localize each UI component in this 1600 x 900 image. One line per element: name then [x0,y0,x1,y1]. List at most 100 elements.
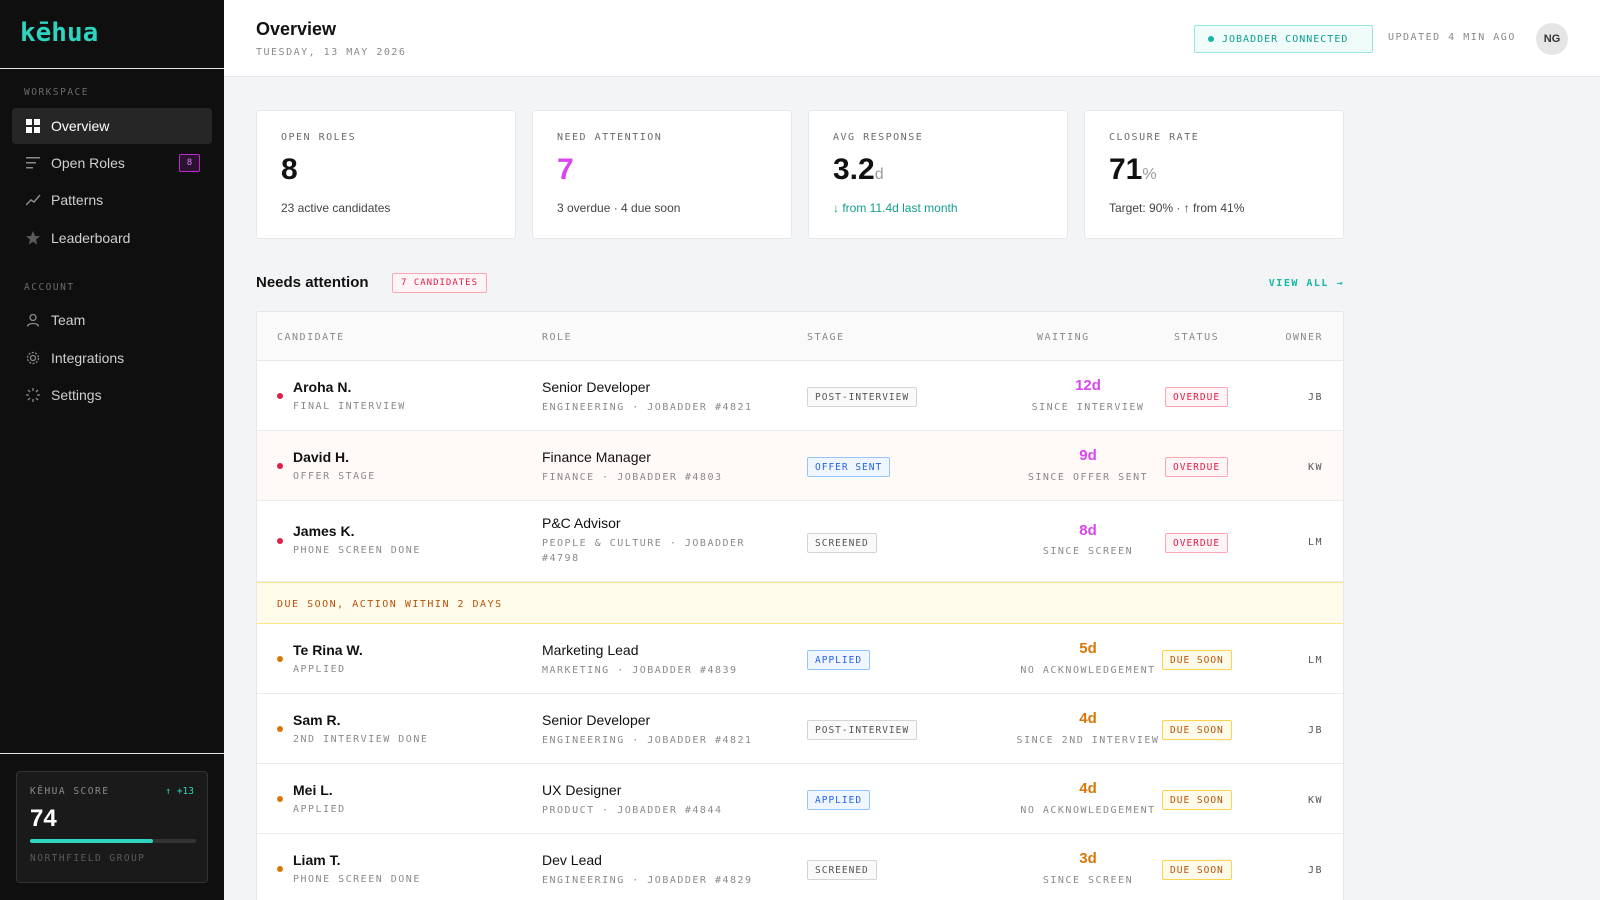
avatar[interactable]: NG [1536,23,1568,55]
owner-initials: KW [1307,795,1323,806]
stat-value: 3.2d [833,153,884,186]
table-row[interactable]: Liam T. PHONE SCREEN DONE Dev Lead ENGIN… [257,834,1343,900]
table-row[interactable]: David H. OFFER STAGE Finance Manager FIN… [257,431,1343,501]
score-progress-fill [30,839,153,843]
sidebar-item-label: Overview [51,118,110,134]
stat-subtext: 23 active candidates [281,201,391,215]
page-title: Overview [256,19,337,39]
sidebar-item-open-roles[interactable]: Open Roles 8 [12,145,212,181]
user-icon [25,312,41,328]
sidebar-item-settings[interactable]: Settings [12,377,212,413]
stat-subtext: Target: 90% · ↑ from 41% [1109,201,1245,215]
column-header-status[interactable]: STATUS [1174,332,1220,343]
sidebar: kēhua WORKSPACE Overview Open Roles 8 Pa… [0,0,224,900]
sidebar-item-leaderboard[interactable]: Leaderboard [12,220,212,256]
column-header-waiting[interactable]: WAITING [1037,332,1090,343]
account-section-label: ACCOUNT [24,282,75,293]
role-name: P&C Advisor [542,515,621,531]
view-all-link[interactable]: VIEW ALL → [1268,278,1344,289]
stage-badge: SCREENED [807,860,877,880]
status-badge: OVERDUE [1165,533,1229,553]
sidebar-item-integrations[interactable]: Integrations [12,340,212,376]
due-soon-dot [277,866,283,872]
status-badge: OVERDUE [1165,457,1229,477]
score-delta: ↑ +13 [165,786,194,797]
sidebar-item-label: Leaderboard [51,230,131,246]
column-header-role[interactable]: ROLE [542,332,573,343]
candidate-stage-note: 2ND INTERVIEW DONE [293,734,429,745]
stat-card-closure-rate[interactable]: CLOSURE RATE 71% Target: 90% · ↑ from 41… [1084,110,1344,239]
due-soon-divider-label: DUE SOON, ACTION WITHIN 2 DAYS [277,599,503,610]
logo[interactable]: kēhua [0,0,224,69]
candidate-name: David H. [293,449,350,465]
stat-card-open-roles[interactable]: OPEN ROLES 8 23 active candidates [256,110,516,239]
role-meta: PRODUCT · JOBADDER #4844 [542,805,723,816]
candidate-stage-note: PHONE SCREEN DONE [293,874,421,885]
owner-initials: JB [1307,865,1323,876]
column-header-candidate[interactable]: CANDIDATE [277,332,345,343]
stat-label: AVG RESPONSE [833,132,924,143]
sidebar-item-label: Settings [51,387,102,403]
role-meta: ENGINEERING · JOBADDER #4821 [542,735,753,746]
waiting-reason: SINCE OFFER SENT [1027,472,1149,483]
trend-icon [25,192,41,208]
stat-value: 8 [281,153,298,186]
waiting-reason: NO ACKNOWLEDGEMENT [1020,805,1156,816]
needs-attention-title: Needs attention [256,274,369,291]
candidate-count-badge: 7 CANDIDATES [392,273,488,293]
score-progress-bar [30,839,196,843]
stat-label: NEED ATTENTION [557,132,663,143]
candidate-name: Sam R. [293,712,341,728]
table-row[interactable]: Mei L. APPLIED UX Designer PRODUCT · JOB… [257,764,1343,834]
sidebar-item-label: Team [51,312,86,328]
due-soon-dot [277,796,283,802]
waiting-days: 9d [1079,447,1097,464]
owner-initials: KW [1307,462,1323,473]
status-badge: DUE SOON [1162,790,1232,810]
overdue-dot [277,463,283,469]
kehua-score-card[interactable]: KĒHUA SCORE ↑ +13 74 NORTHFIELD GROUP [16,771,208,883]
waiting-days: 12d [1075,377,1101,394]
candidate-stage-note: APPLIED [293,804,346,815]
last-updated: UPDATED 4 MIN AGO [1388,32,1516,43]
gear-icon [25,350,41,366]
sidebar-item-overview[interactable]: Overview [12,108,212,144]
stat-card-avg-response[interactable]: AVG RESPONSE 3.2d ↓ from 11.4d last mont… [808,110,1068,239]
star-icon [25,230,41,246]
sidebar-item-team[interactable]: Team [12,302,212,338]
role-name: Finance Manager [542,449,651,465]
due-soon-divider: DUE SOON, ACTION WITHIN 2 DAYS [257,582,1343,624]
candidate-name: Aroha N. [293,379,352,395]
role-name: Senior Developer [542,379,651,395]
waiting-reason: SINCE SCREEN [1042,875,1134,886]
owner-initials: JB [1307,725,1323,736]
status-badge: DUE SOON [1162,860,1232,880]
table-row[interactable]: James K. PHONE SCREEN DONE P&C Advisor P… [257,501,1343,582]
stage-badge: POST-INTERVIEW [807,720,918,740]
sidebar-item-patterns[interactable]: Patterns [12,182,212,218]
list-icon [25,155,41,171]
stat-value: 71% [1109,153,1157,186]
stat-card-need-attention[interactable]: NEED ATTENTION 7 3 overdue · 4 due soon [532,110,792,239]
candidate-name: Liam T. [293,852,341,868]
table-row[interactable]: Te Rina W. APPLIED Marketing Lead MARKET… [257,624,1343,694]
stat-subtext: ↓ from 11.4d last month [833,201,958,215]
stage-badge: OFFER SENT [807,457,891,477]
role-name: UX Designer [542,782,622,798]
table-row[interactable]: Sam R. 2ND INTERVIEW DONE Senior Develop… [257,694,1343,764]
column-header-stage[interactable]: STAGE [807,332,845,343]
organisation-name: NORTHFIELD GROUP [30,853,146,864]
role-meta: ENGINEERING · JOBADDER #4821 [542,402,753,413]
jobadder-connection-badge[interactable]: JOBADDER CONNECTED [1194,25,1373,53]
stage-badge: APPLIED [807,790,871,810]
overdue-dot [277,393,283,399]
column-header-owner[interactable]: OWNER [1285,332,1323,343]
stat-subtext: 3 overdue · 4 due soon [557,201,681,215]
open-roles-count-badge: 8 [179,154,200,172]
attention-table: CANDIDATE ROLE STAGE WAITING STATUS OWNE… [256,311,1344,900]
table-row[interactable]: Aroha N. FINAL INTERVIEW Senior Develope… [257,361,1343,431]
spinner-icon [25,387,41,403]
status-badge: OVERDUE [1165,387,1229,407]
stage-badge: SCREENED [807,533,877,553]
role-meta: FINANCE · JOBADDER #4803 [542,472,723,483]
